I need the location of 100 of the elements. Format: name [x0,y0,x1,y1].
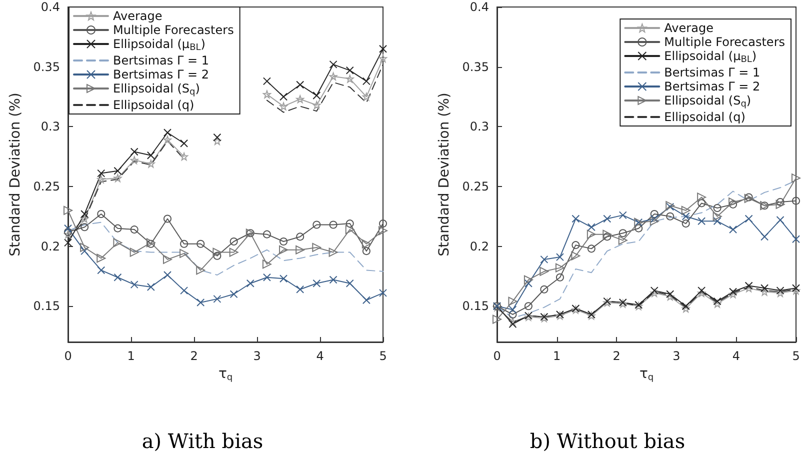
point [80,223,89,232]
point [280,92,288,101]
point [114,224,122,232]
point [329,72,338,80]
point [697,192,706,202]
point [346,220,354,228]
point [362,92,370,101]
point [180,139,188,148]
point [571,251,580,260]
x-tick-label: 2 [190,349,198,363]
point [362,247,370,256]
x-tick-label: 3 [672,349,680,363]
point [328,248,338,257]
point [713,204,722,212]
point [213,252,222,260]
point [666,292,674,301]
point [296,95,304,104]
point [555,263,564,272]
point [682,212,690,220]
legend-label: Bertsimas Γ = 2 [664,80,760,94]
point [279,245,288,254]
point [744,282,753,290]
y-tick-label: 0.3 [470,120,489,134]
point [744,284,753,292]
point [603,232,612,241]
point [97,169,106,178]
legend-label: Bertsimas Γ = 1 [113,54,209,68]
point [345,225,354,234]
point [618,211,627,220]
x-tick-label: 3 [253,349,261,363]
legend-label: Bertsimas Γ = 1 [664,66,760,80]
point [196,266,206,275]
point [618,236,628,245]
text: a) With bias [142,429,264,453]
point [362,239,371,248]
point [262,230,271,238]
point [744,214,753,223]
point [262,90,271,98]
point [97,266,106,274]
y-tick-label: 0.35 [33,60,60,74]
y-tick-label: 0.2 [470,239,489,254]
point [698,286,706,295]
point [64,238,72,247]
point [296,285,304,294]
point [760,288,769,296]
point [650,214,658,223]
point [618,229,627,238]
legend-label: Average [664,21,714,35]
point [508,296,518,306]
y-tick-label: 0.15 [462,299,489,314]
point [792,174,800,183]
point [540,266,549,276]
y-tick-label: 0.15 [33,299,60,314]
point [508,310,517,318]
point [97,175,106,184]
x-tick-label: 1 [552,349,561,363]
y-tick-label: 0.4 [40,0,60,14]
point [666,212,674,220]
point [96,254,106,263]
point [776,198,784,206]
point [378,226,388,236]
point [130,156,138,164]
point [196,298,205,307]
point [540,255,548,264]
y-tick-label: 0.35 [462,60,489,74]
point [792,196,800,205]
point [713,217,722,226]
point [729,290,738,298]
point [713,300,722,308]
point [650,216,659,226]
point [262,260,272,269]
point [80,214,89,223]
point [556,253,564,262]
point [230,238,238,246]
point [346,74,354,83]
point [246,279,254,288]
point [586,230,596,239]
point [130,280,138,289]
point [698,199,706,208]
point [379,44,387,53]
point [666,290,674,298]
point [729,288,738,296]
point [64,228,72,236]
text: b) Without bias [530,429,686,453]
legend-label: Ellipsoidal (q) [113,98,194,112]
point [180,152,188,161]
point [280,274,288,283]
point [296,80,304,89]
point [113,238,122,248]
x-tick-label: 0 [493,349,501,363]
point [262,77,271,86]
y-axis-title: Standard Deviation (%) [436,92,452,256]
point [776,286,784,295]
point [698,217,706,226]
point [80,242,90,252]
point [524,275,533,284]
point [492,314,502,324]
point [180,286,188,295]
y-tick-label: 0.2 [40,239,60,254]
point [114,166,122,175]
